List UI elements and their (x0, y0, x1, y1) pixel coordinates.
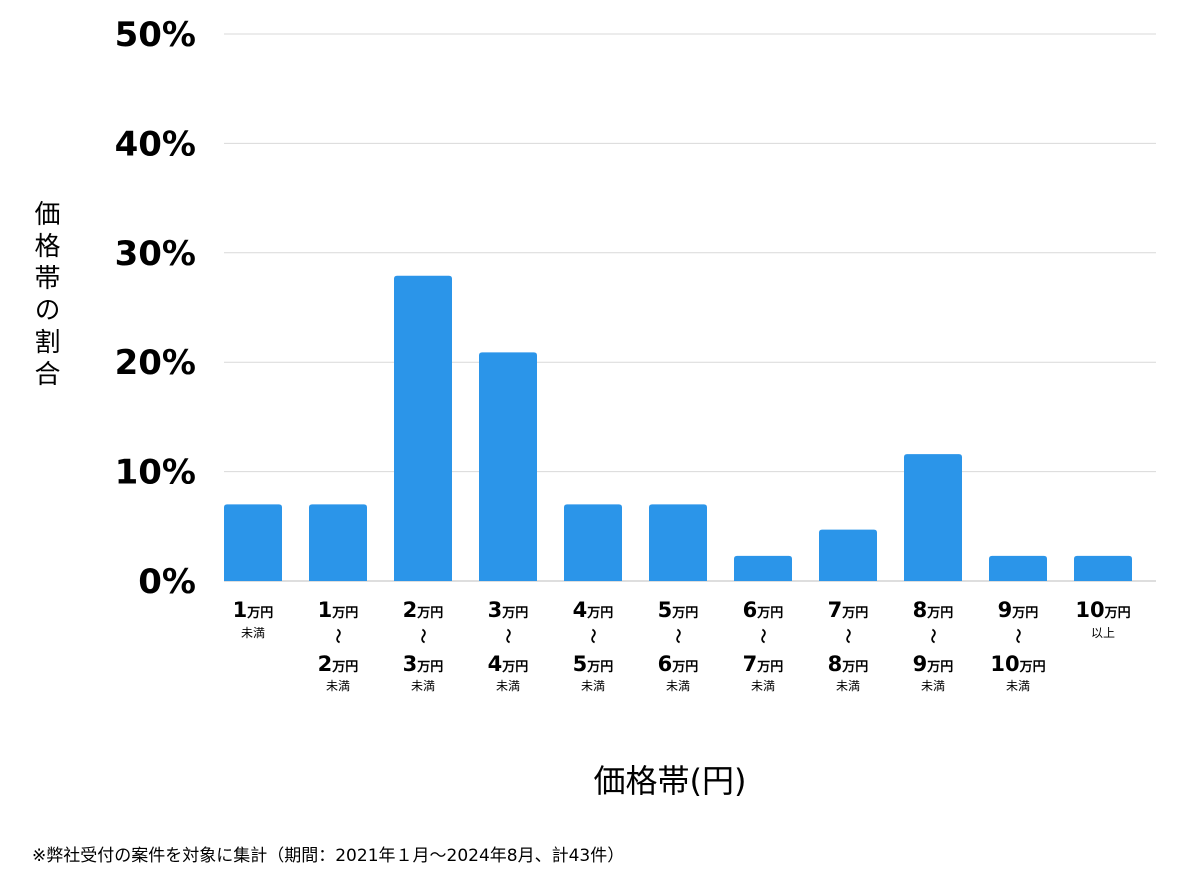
x-tick-note: 未満 (581, 679, 605, 693)
x-tick-label: 9万円 (913, 652, 954, 676)
x-tick-range-mark: 〜 (584, 628, 602, 643)
x-tick-note: 未満 (836, 679, 860, 693)
x-tick-label: 6万円 (743, 598, 784, 622)
x-tick-label: 4万円 (573, 598, 614, 622)
y-tick-label: 40% (115, 124, 196, 164)
bar-chart: 0%10%20%30%40%50%1万円未満1万円〜2万円未満2万円〜3万円未満… (115, 15, 1156, 693)
x-tick-label: 2万円 (318, 652, 359, 676)
x-tick-range-mark: 〜 (669, 628, 687, 643)
x-tick-label: 3万円 (488, 598, 529, 622)
y-tick-label: 30% (115, 234, 196, 274)
x-tick-label: 5万円 (658, 598, 699, 622)
x-tick-range-mark: 〜 (924, 628, 942, 643)
x-tick-note: 未満 (326, 679, 350, 693)
x-tick-note: 未満 (751, 679, 775, 693)
x-tick-label: 1万円 (318, 598, 359, 622)
x-tick-note: 未満 (1006, 679, 1030, 693)
x-tick-range-mark: 〜 (329, 628, 347, 643)
y-tick-label: 20% (115, 343, 196, 383)
x-tick-range-mark: 〜 (499, 628, 517, 643)
bar (1074, 555, 1132, 581)
x-tick-note: 未満 (666, 679, 690, 693)
x-tick-label: 9万円 (998, 598, 1039, 622)
y-axis-label: 価格帯の割合 (30, 200, 60, 392)
bar (734, 555, 792, 581)
x-tick-range-mark: 〜 (754, 628, 772, 643)
x-tick-label: 6万円 (658, 652, 699, 676)
bar (904, 454, 962, 581)
y-tick-label: 0% (138, 562, 196, 602)
x-tick-label: 10万円 (1075, 598, 1130, 622)
y-tick-label: 50% (115, 15, 196, 55)
x-tick-label: 4万円 (488, 652, 529, 676)
y-tick-label: 10% (115, 453, 196, 493)
x-tick-note: 未満 (411, 679, 435, 693)
x-tick-note: 以上 (1091, 626, 1115, 640)
footnote: ※弊社受付の案件を対象に集計（期間：2021年１月〜2024年8月、計43件） (32, 846, 625, 866)
x-tick-range-mark: 〜 (839, 628, 857, 643)
bar (564, 504, 622, 581)
bar (819, 529, 877, 581)
x-tick-label: 7万円 (828, 598, 869, 622)
x-tick-note: 未満 (241, 626, 265, 640)
x-tick-note: 未満 (921, 679, 945, 693)
x-tick-label: 8万円 (913, 598, 954, 622)
x-tick-label: 3万円 (403, 652, 444, 676)
x-tick-label: 8万円 (828, 652, 869, 676)
x-tick-range-mark: 〜 (1009, 628, 1027, 643)
bar (649, 504, 707, 581)
bar (309, 504, 367, 581)
x-tick-label: 2万円 (403, 598, 444, 622)
bar (394, 275, 452, 581)
x-tick-note: 未満 (496, 679, 520, 693)
x-tick-label: 1万円 (233, 598, 274, 622)
bar (989, 555, 1047, 581)
x-tick-label: 10万円 (990, 652, 1045, 676)
x-tick-label: 7万円 (743, 652, 784, 676)
x-tick-range-mark: 〜 (414, 628, 432, 643)
bar (479, 352, 537, 581)
x-tick-label: 5万円 (573, 652, 614, 676)
bar (224, 504, 282, 581)
x-axis-label: 価格帯(円) (593, 762, 747, 800)
